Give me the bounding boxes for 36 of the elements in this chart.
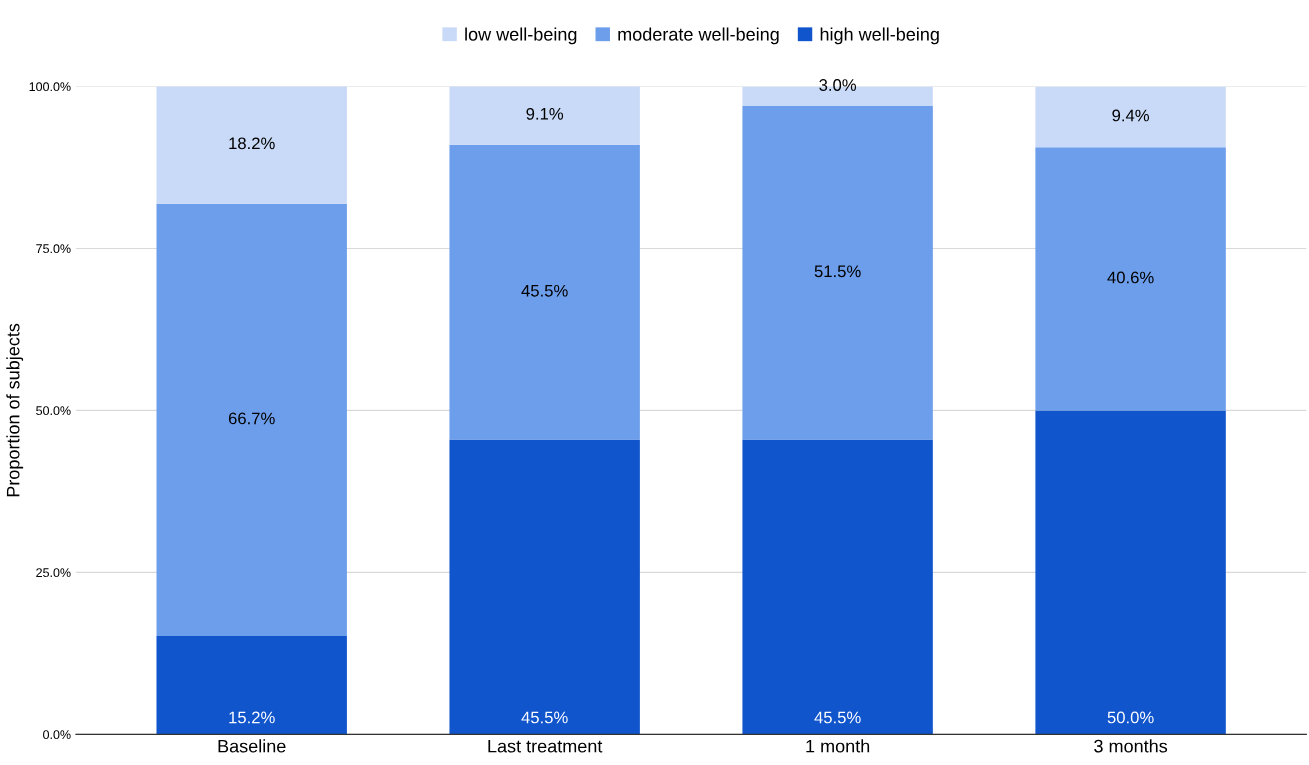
bar bbox=[1035, 86, 1226, 148]
bar bbox=[156, 86, 347, 204]
x-tick-label: Last treatment bbox=[488, 739, 603, 753]
data-label: 50.0% bbox=[1107, 711, 1154, 724]
legend-label: low well-being bbox=[465, 27, 577, 45]
legend-label: high well-being bbox=[820, 27, 939, 45]
data-label: 9.4% bbox=[1112, 109, 1149, 122]
y-tick-label: 75.0% bbox=[36, 244, 71, 254]
data-label: 66.7% bbox=[228, 412, 275, 425]
legend-label: moderate well-being bbox=[618, 27, 779, 45]
data-label: 9.1% bbox=[526, 107, 564, 120]
y-tick-label: 0.0% bbox=[43, 730, 71, 740]
bar bbox=[742, 105, 933, 440]
y-tick-label: 25.0% bbox=[36, 568, 71, 578]
bar bbox=[156, 203, 347, 636]
bar bbox=[156, 635, 347, 735]
bar bbox=[449, 144, 640, 440]
bar bbox=[1035, 410, 1226, 735]
x-tick-label: Baseline bbox=[218, 739, 286, 753]
data-label: 18.2% bbox=[229, 137, 275, 150]
y-tick-label: 50.0% bbox=[36, 406, 71, 416]
x-tick-label: 1 month bbox=[806, 739, 870, 753]
data-label: 51.5% bbox=[814, 265, 861, 278]
data-label: 15.2% bbox=[229, 711, 275, 724]
data-label: 45.5% bbox=[814, 711, 861, 724]
y-axis-title: Proportion of subjects bbox=[6, 323, 24, 497]
bar bbox=[742, 439, 933, 735]
data-label: 40.6% bbox=[1107, 271, 1154, 284]
data-label: 45.5% bbox=[521, 711, 568, 724]
bar bbox=[449, 86, 640, 145]
bar bbox=[1035, 147, 1226, 411]
data-label: 45.5% bbox=[521, 284, 568, 297]
bar bbox=[449, 439, 640, 735]
x-tick-label: 3 months bbox=[1094, 739, 1168, 753]
y-tick-label: 100.0% bbox=[29, 82, 71, 92]
data-label: 3.0% bbox=[819, 79, 857, 91]
